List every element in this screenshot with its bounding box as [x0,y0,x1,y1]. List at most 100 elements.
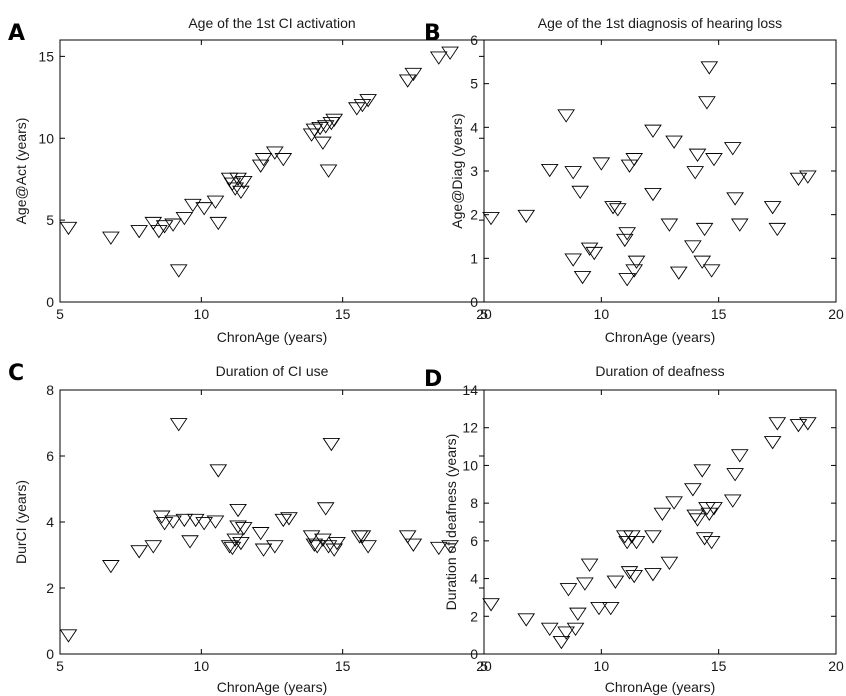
data-point [305,123,324,137]
data-point [164,515,182,529]
data-point [130,545,148,559]
panel-letter: B [424,21,441,46]
data-point [265,146,284,160]
data-point [155,517,174,531]
data-point [229,520,247,534]
y-tick-label: 2 [470,207,478,223]
data-point [206,195,225,209]
data-point [604,201,622,215]
data-point [325,543,344,557]
data-point [644,187,662,202]
data-point [688,513,707,527]
data-point [254,153,273,167]
data-point [620,159,639,173]
data-point [705,502,723,516]
panel-letter: C [8,361,24,386]
y-axis-label: Duration of deafness (years) [443,434,459,611]
data-point [144,216,163,231]
data-point [226,182,245,196]
data-point [580,242,599,256]
data-point [152,510,171,524]
x-axis-label: ChronAge (years) [217,679,328,695]
data-point [723,494,742,508]
data-point [768,417,787,431]
data-point [209,464,228,478]
data-point [798,170,817,184]
data-point [280,512,298,526]
data-point [669,266,688,280]
data-point [644,124,662,138]
data-point [723,142,742,156]
y-tick-label: 15 [38,48,54,64]
data-point [564,166,583,180]
y-axis-label: DurCI (years) [13,480,29,564]
y-tick-label: 12 [462,420,478,436]
data-point [644,530,662,544]
x-tick-label: 20 [828,306,844,322]
panel-title: Age of the 1st diagnosis of hearing loss [538,15,782,31]
data-point [573,270,592,285]
panel-title: Age of the 1st CI activation [188,15,355,31]
data-point [353,99,372,113]
data-point [644,568,662,582]
data-point [404,67,423,82]
data-point [232,185,250,200]
data-point [660,556,679,571]
data-point [601,602,620,616]
panel-c: C Duration of CI use ChronAge (years) Du… [8,361,492,695]
plot-frame [483,389,837,655]
data-point [482,211,500,226]
data-point [665,135,683,149]
data-point [576,577,594,591]
data-point [328,536,346,551]
panel-title: Duration of deafness [595,363,724,379]
data-point [429,541,448,556]
data-point [251,527,270,541]
data-point [186,513,205,528]
data-point [265,540,284,554]
data-point [566,622,585,637]
plot-frame [59,389,485,655]
y-tick-label: 4 [470,119,478,135]
data-point [102,560,120,574]
data-point [234,175,253,190]
data-point [730,449,749,463]
data-point [441,540,459,554]
data-point [789,419,808,433]
data-point [540,622,559,637]
data-point [195,202,214,216]
x-tick-label: 20 [476,306,492,322]
data-point [251,159,270,173]
y-tick-label: 6 [470,533,478,549]
data-point [130,225,148,239]
x-tick-label: 15 [335,658,351,674]
panel-letter: D [424,367,442,392]
y-tick-label: 8 [46,382,54,398]
data-point [540,163,559,178]
data-point [150,225,168,239]
data-point [254,543,273,557]
data-point [798,417,817,431]
data-point [564,253,583,267]
data-point [557,626,575,640]
data-point [627,255,646,269]
data-point [398,530,417,544]
y-tick-label: 4 [46,514,54,530]
data-point [220,540,239,554]
data-point [314,533,332,547]
data-point [705,153,723,167]
data-point [627,536,646,550]
x-tick-label: 10 [594,658,610,674]
data-point [702,536,721,550]
data-point [580,558,599,572]
data-markers [59,418,459,643]
y-tick-label: 10 [38,130,54,146]
data-point [195,517,214,531]
data-point [625,153,644,167]
data-point [274,513,293,528]
data-point [702,264,721,278]
data-point [763,436,782,450]
data-point [305,538,324,552]
